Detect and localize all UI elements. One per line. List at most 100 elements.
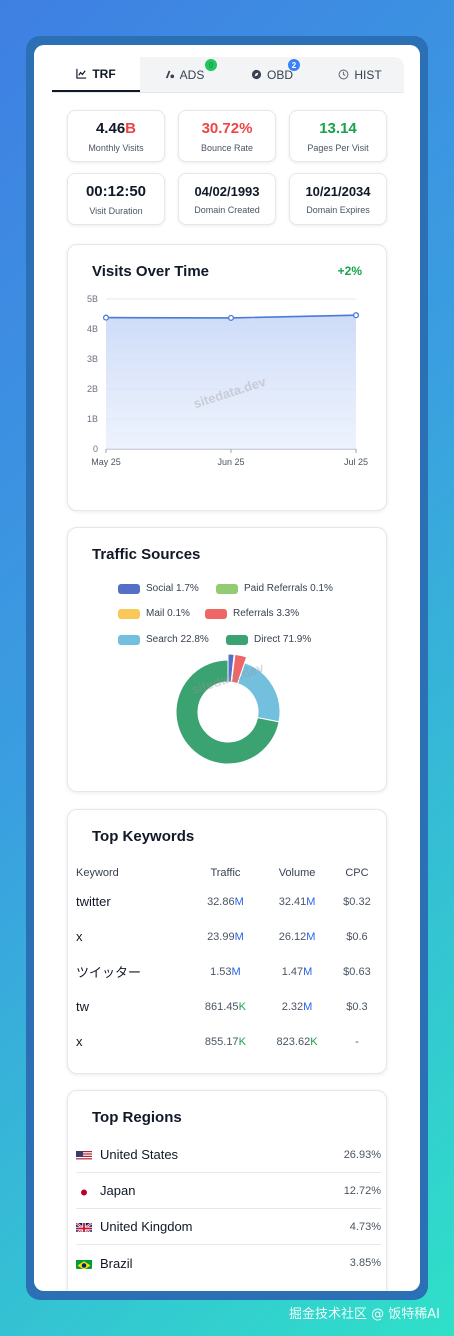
card-title: Top Keywords [92, 828, 195, 845]
stat-value: 00:12:50 [85, 182, 147, 200]
stat-bounce-rate: 30.72% Bounce Rate [178, 110, 276, 162]
keyword-cell: twitter [76, 894, 111, 909]
traffic-cell: 32.86M [207, 895, 244, 908]
region-name: United Kingdom [100, 1219, 193, 1234]
tab-bar: TRF ADS 0 OBD 2 HIST [52, 57, 404, 93]
stat-value: 04/02/1993 [194, 183, 260, 199]
tab-obd[interactable]: OBD 2 [228, 57, 316, 92]
stat-domain-expires: 10/21/2034 Domain Expires [289, 173, 387, 225]
data-point [102, 314, 110, 321]
tab-label: ADS [179, 67, 205, 82]
keyword-cell: ツイッター [76, 965, 142, 980]
legend-swatch [226, 634, 248, 645]
legend-item-mail[interactable]: Mail 0.1% [118, 608, 190, 619]
volume-cell: 32.41M [278, 895, 316, 908]
y-tick-label: 1B [87, 414, 98, 424]
region-row[interactable]: United States 26.93% [76, 1137, 381, 1173]
stat-value: 30.72% [201, 119, 253, 137]
legend-item-direct[interactable]: Direct 71.9% [226, 634, 311, 645]
region-row[interactable]: United Kingdom 4.73% [76, 1209, 381, 1245]
y-tick-label: 0 [93, 444, 98, 454]
card-title: Traffic Sources [92, 546, 201, 563]
region-percent: 3.85% [349, 1257, 381, 1269]
series-area [106, 315, 356, 449]
stat-label: Domain Expires [306, 204, 370, 215]
volume-cell: 2.32M [281, 1000, 313, 1013]
volume-cell: 823.62K [276, 1035, 318, 1048]
cpc-cell: $0.63 [343, 965, 371, 978]
tab-label: TRF [92, 66, 116, 81]
legend-swatch [118, 608, 140, 619]
jp-flag-icon [76, 1185, 92, 1196]
tab-label: OBD [266, 67, 293, 82]
card-title: Top Regions [92, 1109, 182, 1126]
volume-cell: 26.12M [278, 930, 316, 943]
tab-hist[interactable]: HIST [316, 57, 404, 92]
stat-label: Bounce Rate [200, 142, 254, 153]
table-row[interactable]: twitter 32.86M 32.41M $0.32 [76, 884, 381, 919]
legend-swatch [216, 583, 238, 594]
chart-line-icon [76, 68, 87, 79]
col-keyword: Keyword [76, 867, 119, 879]
donut-slice-direct[interactable] [175, 659, 280, 765]
cpc-cell: $0.6 [346, 930, 368, 943]
table-row[interactable]: ツイッター 1.53M 1.47M $0.63 [76, 954, 381, 989]
y-tick-label: 4B [87, 324, 98, 334]
x-tick-label: Jun 25 [217, 457, 244, 467]
y-tick-label: 5B [87, 294, 98, 304]
stat-label: Visit Duration [89, 205, 143, 216]
panel-content: TRF ADS 0 OBD 2 HIST 4.46B Monthly Visit… [52, 57, 420, 1291]
keyword-cell: x [76, 929, 83, 944]
tab-ads[interactable]: ADS 0 [140, 57, 228, 92]
legend-swatch [118, 634, 140, 645]
traffic-cell: 855.17K [204, 1035, 246, 1048]
data-point [227, 314, 235, 321]
legend-item-search[interactable]: Search 22.8% [118, 634, 209, 645]
legend-item-referrals[interactable]: Referrals 3.3% [205, 608, 299, 619]
visits-trend: +2% [337, 264, 362, 278]
table-header: Keyword Traffic Volume CPC [76, 862, 381, 884]
table-row[interactable]: x 23.99M 26.12M $0.6 [76, 919, 381, 954]
uk-flag-icon [76, 1221, 92, 1232]
top-keywords-card: Top Keywords Keyword Traffic Volume CPC … [67, 809, 387, 1074]
y-tick-label: 3B [87, 354, 98, 364]
col-volume: Volume [278, 867, 316, 879]
traffic-donut-chart [175, 653, 281, 765]
region-percent: 12.72% [343, 1184, 381, 1197]
y-tick-label: 2B [87, 384, 98, 394]
region-percent: 26.93% [343, 1148, 381, 1161]
stat-value: 4.46B [95, 119, 137, 137]
legend-item-social[interactable]: Social 1.7% [118, 583, 199, 594]
cpc-cell: - [355, 1035, 359, 1048]
stat-pages-per-visit: 13.14 Pages Per Visit [289, 110, 387, 162]
stat-label: Pages Per Visit [307, 142, 369, 153]
tab-label: HIST [354, 67, 382, 82]
legend-swatch [118, 583, 140, 594]
table-row[interactable]: tw 861.45K 2.32M $0.3 [76, 989, 381, 1024]
stat-domain-created: 04/02/1993 Domain Created [178, 173, 276, 225]
stat-value: 13.14 [319, 119, 357, 137]
traffic-cell: 861.45K [204, 1000, 246, 1013]
us-flag-icon [76, 1149, 92, 1160]
clock-icon [338, 69, 349, 80]
visits-over-time-card: Visits Over Time +2% 0 1B 2B 3B 4B 5B May 25 Ju… [67, 244, 387, 511]
keyword-cell: tw [76, 999, 89, 1014]
legend-item-paid-referrals[interactable]: Paid Referrals 0.1% [216, 583, 333, 594]
x-tick-label: Jul 25 [344, 457, 368, 467]
stat-label: Monthly Visits [88, 142, 144, 153]
stat-monthly-visits: 4.46B Monthly Visits [67, 110, 165, 162]
table-row[interactable]: x 855.17K 823.62K - [76, 1024, 381, 1059]
col-traffic: Traffic [210, 867, 241, 879]
region-row[interactable]: Brazil 3.85% [76, 1245, 381, 1281]
footer-watermark: 掘金技术社区 @ 饭特稀AI [289, 1307, 440, 1322]
ads-icon [165, 70, 174, 79]
compass-icon [251, 69, 262, 80]
traffic-sources-card: Traffic Sources Social 1.7% Paid Referra… [67, 527, 387, 792]
region-name: Brazil [100, 1255, 133, 1271]
stat-visit-duration: 00:12:50 Visit Duration [67, 173, 165, 225]
tab-trf[interactable]: TRF [52, 57, 140, 92]
region-row[interactable]: Japan 12.72% [76, 1173, 381, 1209]
col-cpc: CPC [345, 867, 369, 879]
region-name: United States [100, 1147, 179, 1162]
ads-count-badge: 0 [205, 59, 217, 71]
